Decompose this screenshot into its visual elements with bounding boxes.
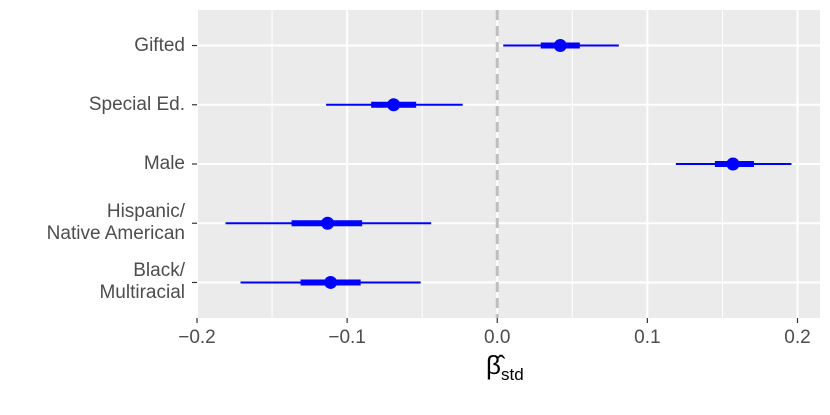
x-axis-label: β̂std	[486, 350, 524, 385]
x-tick-label: 0.1	[634, 327, 660, 348]
y-tick-label: Male	[143, 153, 185, 174]
estimate-point	[726, 157, 740, 171]
x-tick-label: 0.0	[484, 327, 510, 348]
x-label-symbol: β̂	[486, 350, 501, 380]
estimate-point	[324, 275, 338, 289]
estimate-point	[387, 98, 401, 112]
x-tick-label: −0.2	[178, 327, 216, 348]
y-tick-label: Gifted	[134, 34, 185, 56]
x-label-subscript: std	[500, 365, 524, 385]
x-tick-label: −0.1	[328, 327, 366, 348]
estimate-point	[321, 216, 335, 230]
estimate-point	[553, 39, 567, 53]
y-tick-label: Black/ Multiracial	[99, 260, 185, 304]
x-tick-label: 0.2	[784, 327, 810, 348]
y-tick-label: Hispanic/ Native American	[46, 201, 185, 245]
y-tick-label: Special Ed.	[88, 93, 185, 115]
